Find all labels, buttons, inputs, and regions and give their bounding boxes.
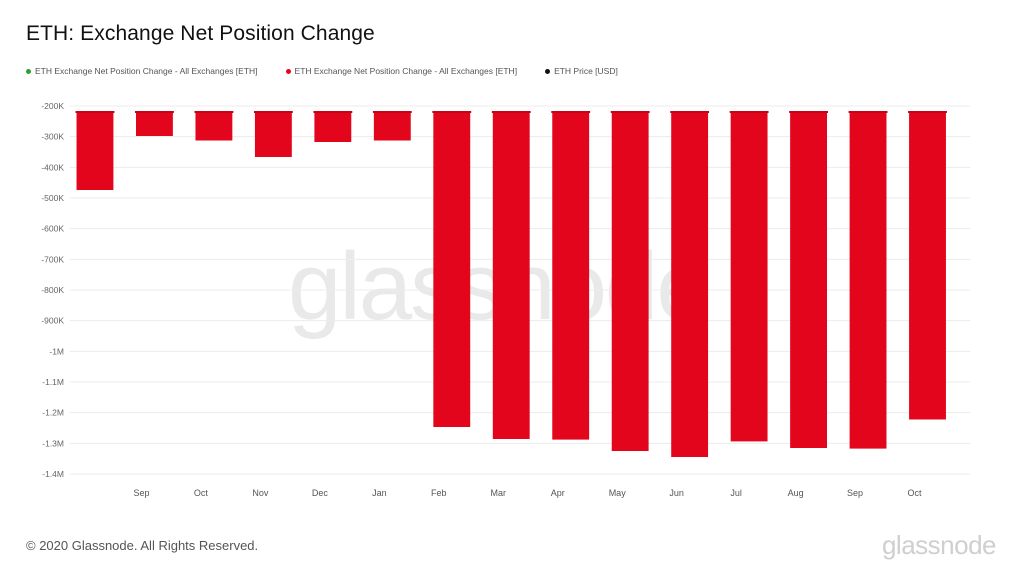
bar — [730, 112, 768, 442]
bar — [433, 112, 471, 427]
x-tick-label: Jun — [669, 488, 684, 498]
x-tick-label: May — [609, 488, 627, 498]
bar — [314, 112, 352, 142]
bar — [611, 112, 649, 451]
legend-label: ETH Price [USD] — [554, 66, 618, 76]
y-tick-label: -500K — [41, 193, 64, 203]
legend-item-price[interactable]: ETH Price [USD] — [545, 66, 618, 76]
x-tick-label: Sep — [133, 488, 149, 498]
x-tick-label: Nov — [252, 488, 269, 498]
y-tick-label: -300K — [41, 132, 64, 142]
bar — [195, 112, 233, 141]
x-tick-label: Jan — [372, 488, 387, 498]
y-tick-label: -400K — [41, 162, 64, 172]
y-tick-label: -1.4M — [42, 469, 64, 479]
bar — [552, 112, 590, 440]
y-tick-label: -1M — [49, 346, 64, 356]
y-tick-label: -700K — [41, 254, 64, 264]
x-tick-label: Apr — [551, 488, 565, 498]
chart-legend: ETH Exchange Net Position Change - All E… — [26, 64, 618, 78]
y-tick-label: -1.3M — [42, 438, 64, 448]
legend-item-green[interactable]: ETH Exchange Net Position Change - All E… — [26, 66, 258, 76]
y-tick-label: -1.2M — [42, 408, 64, 418]
y-tick-label: -800K — [41, 285, 64, 295]
bar — [492, 112, 530, 439]
bar — [373, 112, 411, 141]
legend-dot-black-icon — [545, 68, 551, 74]
bar — [849, 112, 887, 449]
x-tick-label: Dec — [312, 488, 329, 498]
x-tick-label: Jul — [730, 488, 742, 498]
y-tick-label: -900K — [41, 316, 64, 326]
x-tick-label: Feb — [431, 488, 447, 498]
legend-dot-green-icon — [26, 68, 31, 74]
y-tick-label: -1.1M — [42, 377, 64, 387]
legend-label: ETH Exchange Net Position Change - All E… — [35, 66, 258, 76]
bar — [909, 112, 946, 420]
y-tick-label: -600K — [41, 224, 64, 234]
glassnode-logo: glassnode — [881, 530, 997, 560]
legend-item-red[interactable]: ETH Exchange Net Position Change - All E… — [285, 66, 518, 76]
bar — [76, 112, 114, 190]
x-tick-label: Aug — [788, 488, 804, 498]
bar — [254, 112, 292, 157]
bar — [136, 112, 173, 136]
legend-dot-red-icon — [285, 68, 291, 74]
bar — [790, 112, 828, 448]
x-tick-label: Mar — [491, 488, 507, 498]
x-tick-label: Oct — [194, 488, 209, 498]
copyright-text: © 2020 Glassnode. All Rights Reserved. — [26, 538, 259, 553]
x-tick-label: Oct — [908, 488, 923, 498]
legend-label: ETH Exchange Net Position Change - All E… — [294, 66, 518, 76]
y-tick-label: -200K — [41, 101, 64, 111]
bar — [671, 112, 709, 457]
x-tick-label: Sep — [847, 488, 863, 498]
chart-title: ETH: Exchange Net Position Change — [26, 22, 375, 45]
